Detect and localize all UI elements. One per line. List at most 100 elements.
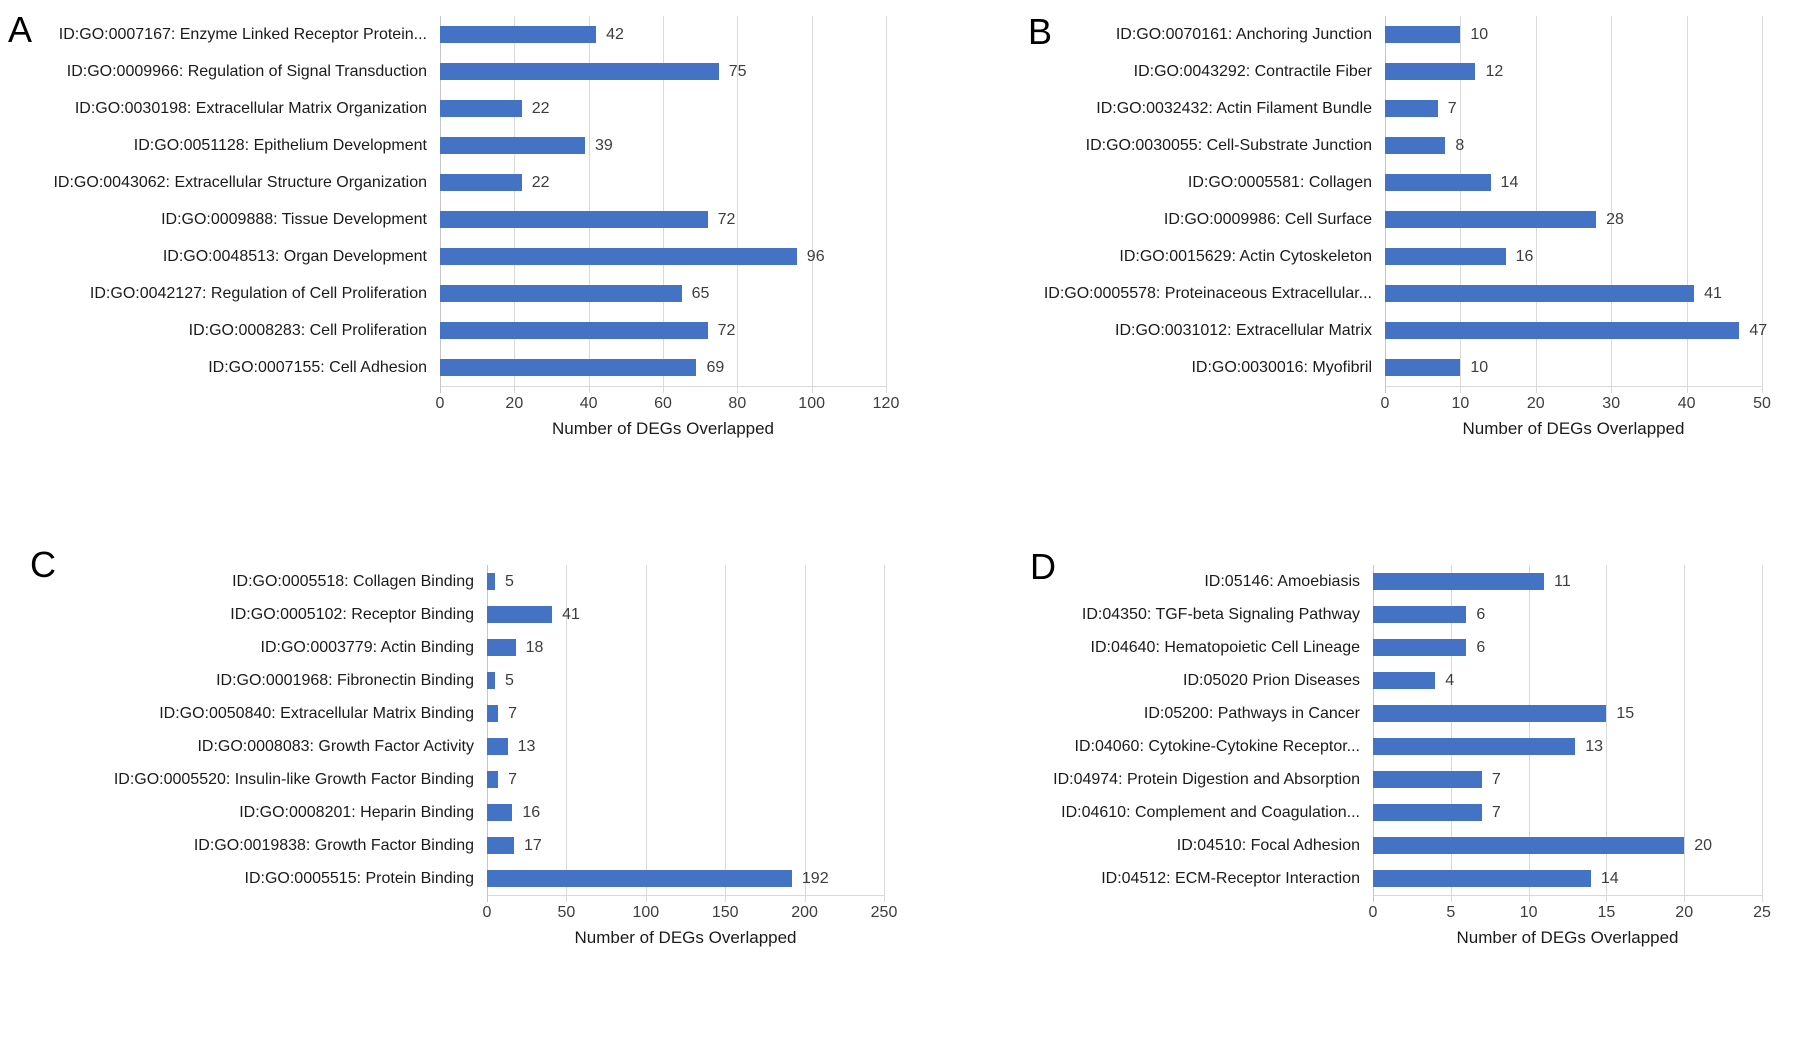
category-label: ID:GO:0015629: Actin Cytoskeleton: [1119, 247, 1372, 265]
gridline: [884, 565, 885, 902]
x-axis: 0 20 40 60 80 100 120: [436, 387, 900, 415]
value-label: 13: [1585, 737, 1604, 755]
bar: [487, 606, 553, 623]
bar: [1373, 771, 1482, 788]
chart-panel-a: A ID:GO:0007167: Enzyme Linked Receptor P…: [0, 0, 900, 519]
axis-zero-line: [1385, 16, 1386, 393]
bar-row: 4: [1373, 664, 1762, 697]
bar: [487, 738, 508, 755]
bar-row: 47: [1385, 312, 1767, 349]
category-label: ID:GO:0005581: Collagen: [1187, 173, 1372, 191]
bar-row: 5: [487, 664, 884, 697]
gridline: [663, 16, 664, 393]
category-label: ID:04974: Protein Digestion and Absorpti…: [1053, 770, 1360, 788]
bar: [1373, 870, 1591, 887]
value-label: 72: [717, 321, 736, 339]
bar: [440, 285, 682, 302]
category-label: ID:GO:0005515: Protein Binding: [244, 869, 474, 887]
bar-row: 15: [1373, 697, 1762, 730]
gridline: [1684, 565, 1686, 902]
bar: [1385, 26, 1461, 43]
bar: [487, 573, 495, 590]
category-label: ID:05020 Prion Diseases: [1183, 671, 1360, 689]
category-label: ID:GO:0031012: Extracellular Matrix: [1115, 321, 1372, 339]
value-label: 14: [1500, 173, 1519, 191]
category-label: ID:GO:0009966: Regulation of Signal Tran…: [66, 62, 427, 80]
value-label: 16: [522, 803, 541, 821]
x-axis: 0 10 20 30 40 50: [1381, 387, 1771, 415]
x-tick-label: 250: [870, 904, 898, 921]
category-label: ID:05146: Amoebiasis: [1204, 572, 1360, 590]
category-label: ID:05200: Pathways in Cancer: [1143, 704, 1360, 722]
bar-row: 11: [1373, 565, 1762, 598]
value-label: 6: [1476, 638, 1486, 656]
axis-zero-line: [1373, 565, 1374, 902]
value-label: 69: [706, 358, 725, 376]
bar-row: 13: [487, 730, 884, 763]
x-axis-title: Number of DEGs Overlapped: [1462, 419, 1685, 438]
bar-row: 5: [487, 565, 884, 598]
gridline: [1686, 16, 1688, 393]
value-label: 10: [1470, 358, 1489, 376]
bar-row: 13: [1373, 730, 1762, 763]
bar: [1373, 837, 1685, 854]
x-axis: 0 5 10 15 20 25: [1369, 896, 1771, 924]
category-label-column: ID:GO:0007167: Enzyme Linked Receptor Pr…: [0, 16, 440, 519]
x-tick-label: 0: [1380, 395, 1390, 412]
bar: [440, 211, 708, 228]
value-label: 18: [525, 638, 544, 656]
gridline: [725, 565, 727, 902]
bar-row: 72: [440, 312, 886, 349]
bar-row: 7: [487, 763, 884, 796]
bar-row: 17: [487, 829, 884, 862]
x-tick-label: 50: [557, 904, 576, 921]
bar: [440, 248, 797, 265]
x-tick-label: 15: [1597, 904, 1616, 921]
bar: [1385, 137, 1446, 154]
chart-panel-d: D ID:05146: Amoebiasis ID:04350: TGF-beta …: [900, 519, 1800, 1038]
plot-column: 42 75 22 39 22 72 96 65 72 69 0 20 40 60 80 100 120 Numbe…: [436, 16, 900, 519]
x-tick-label: 20: [1675, 904, 1694, 921]
x-axis-title: Number of DEGs Overlapped: [551, 419, 775, 438]
value-label: 5: [504, 572, 514, 590]
bar: [440, 322, 708, 339]
value-label: 10: [1470, 25, 1489, 43]
category-label: ID:GO:0005520: Insulin-like Growth Facto…: [113, 770, 474, 788]
value-label: 14: [1600, 869, 1619, 887]
x-tick-label: 100: [798, 395, 826, 412]
bar: [487, 672, 495, 689]
x-axis-title: Number of DEGs Overlapped: [574, 928, 797, 947]
gridline: [1460, 16, 1462, 393]
value-label: 65: [691, 284, 710, 302]
category-label: ID:GO:0070161: Anchoring Junction: [1115, 25, 1372, 43]
x-tick-label: 200: [791, 904, 818, 921]
bar: [1373, 804, 1482, 821]
bar-row: 6: [1373, 598, 1762, 631]
category-label: ID:GO:0043292: Contractile Fiber: [1133, 62, 1372, 80]
category-label: ID:04510: Focal Adhesion: [1176, 836, 1360, 854]
x-axis-title: Number of DEGs Overlapped: [1456, 928, 1679, 947]
x-tick-label: 0: [482, 904, 492, 921]
gridline: [804, 565, 806, 902]
axis-zero-line: [487, 565, 488, 902]
x-tick-label: 0: [1368, 904, 1378, 921]
value-label: 5: [504, 671, 514, 689]
value-label: 11: [1554, 572, 1571, 590]
bar: [440, 26, 597, 43]
bar: [1385, 322, 1740, 339]
bar-row: 14: [1385, 164, 1762, 201]
value-label: 42: [606, 25, 624, 43]
panel-letter-d: D: [1030, 546, 1056, 587]
x-tick-label: 10: [1519, 904, 1538, 921]
x-tick-label: 20: [505, 395, 524, 412]
category-label: ID:04512: ECM-Receptor Interaction: [1101, 869, 1360, 887]
bar: [1385, 100, 1438, 117]
value-label: 7: [1491, 770, 1501, 788]
value-label: 20: [1694, 836, 1712, 854]
value-label: 22: [531, 173, 550, 191]
bar-row: 41: [1385, 275, 1762, 312]
x-tick-label: 5: [1446, 904, 1456, 921]
x-tick-label: 120: [872, 395, 900, 412]
bar-row: 16: [1385, 238, 1762, 275]
plot-column: 5 41 18 5 7 13 7 16 17 192 0 50 100 150 200 250 Number o…: [483, 565, 897, 1038]
